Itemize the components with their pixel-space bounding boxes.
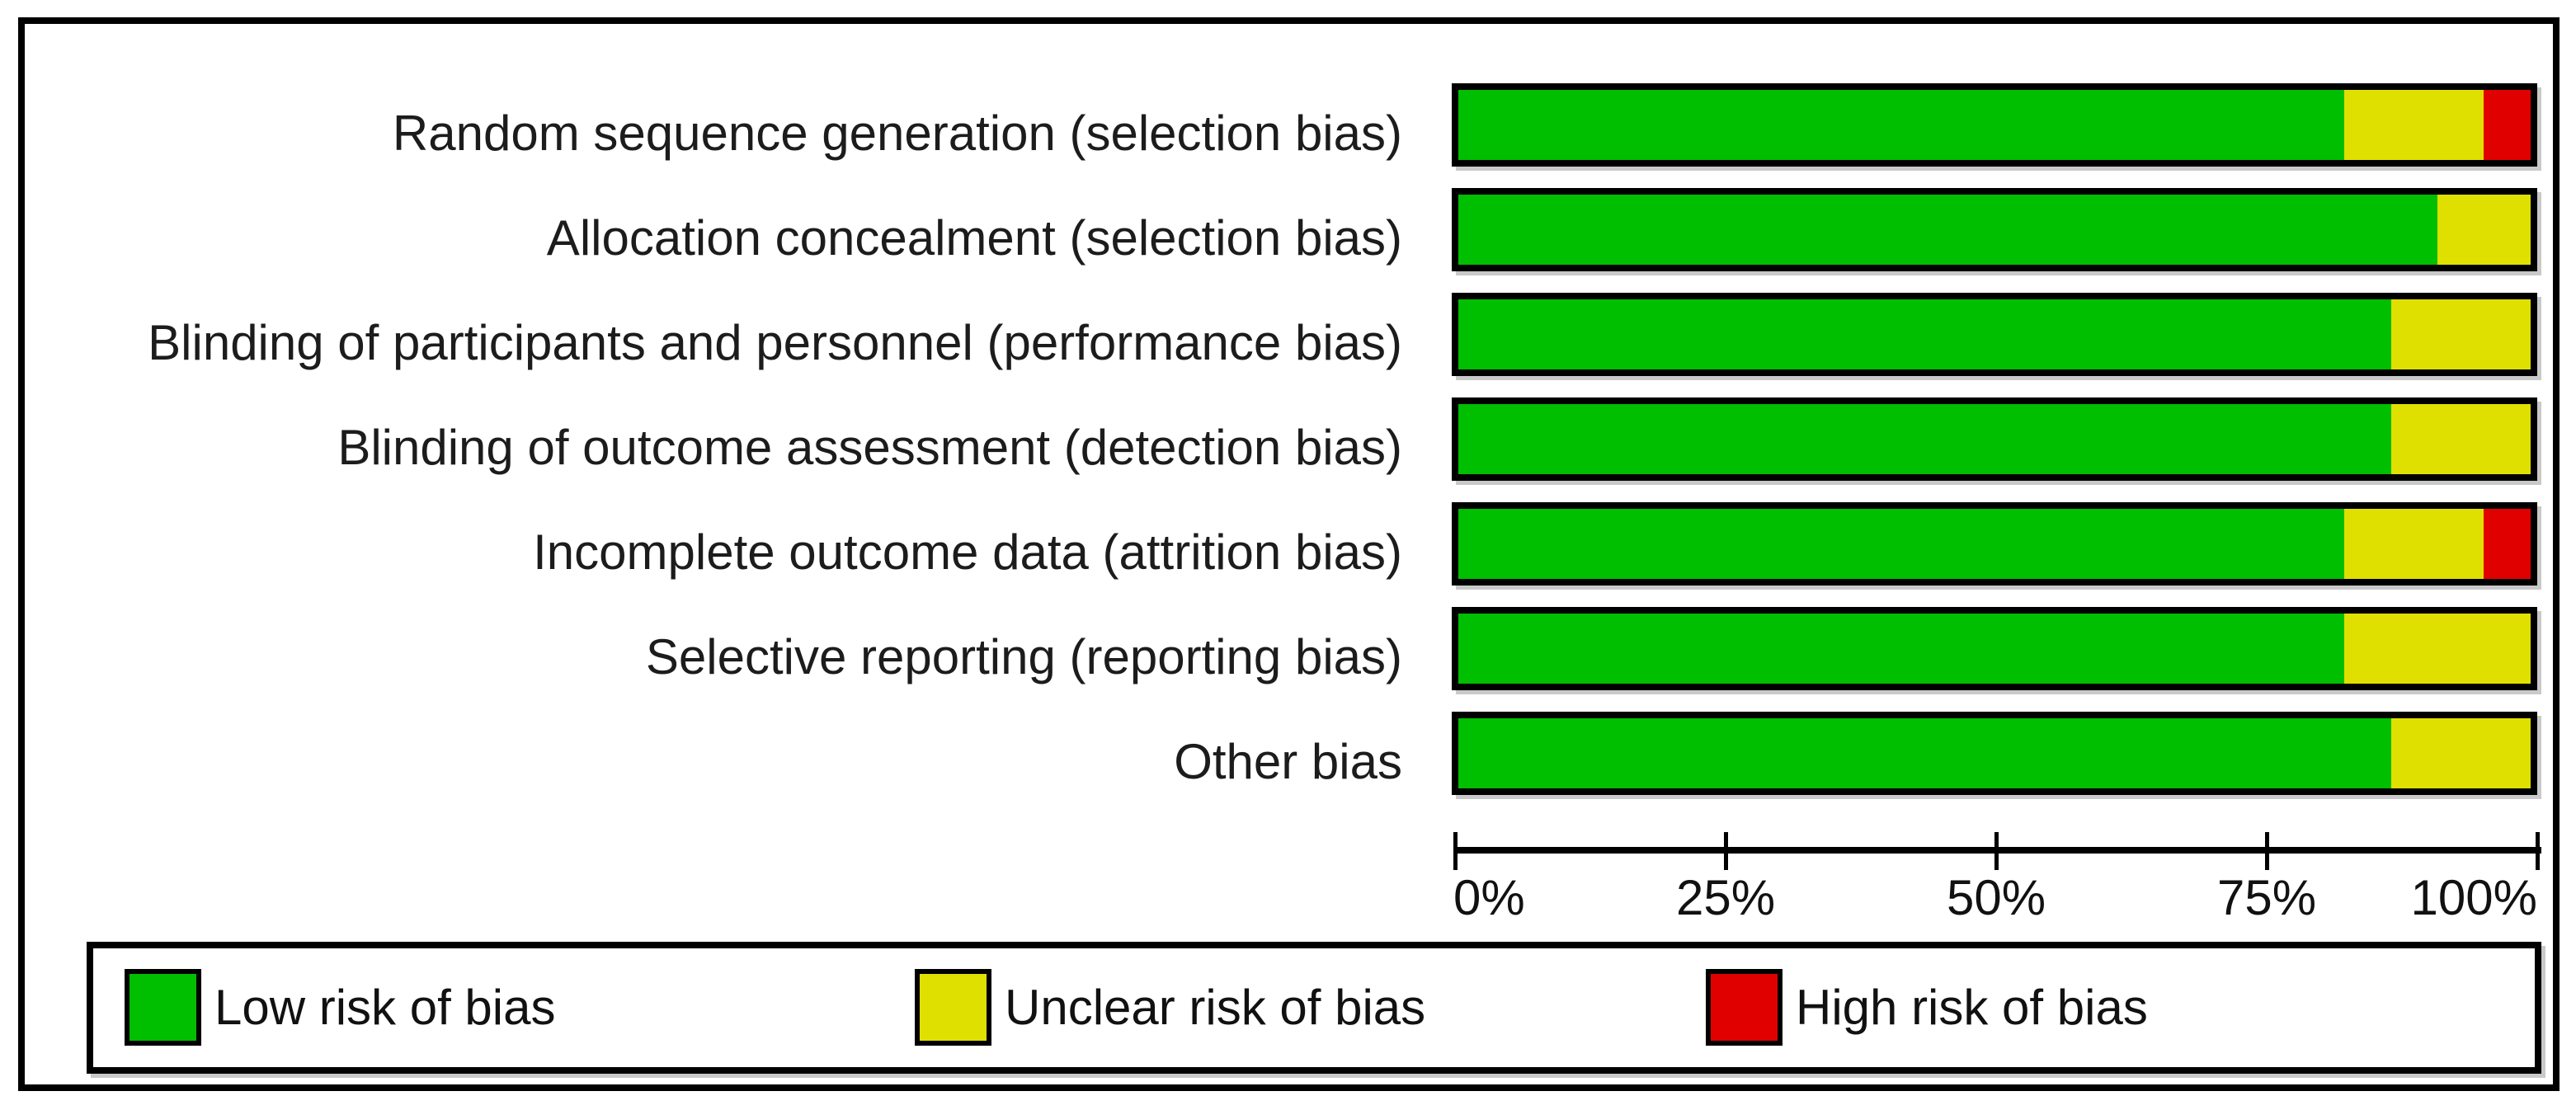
bar-segment-unclear — [2437, 195, 2531, 265]
bar-segment-unclear — [2391, 718, 2531, 788]
axis-tick-label: 0% — [1453, 870, 1525, 925]
axis-tick — [1724, 832, 1728, 870]
legend-color-swatch-low-icon — [125, 969, 201, 1046]
risk-domain-row: Selective reporting (reporting bias) — [25, 607, 2566, 690]
axis-tick — [2536, 832, 2540, 870]
risk-domain-row: Blinding of participants and personnel (… — [25, 293, 2566, 376]
figure-frame: Random sequence generation (selection bi… — [18, 17, 2560, 1091]
bar-segment-low — [1458, 404, 2391, 474]
axis-tick — [1994, 832, 1999, 870]
domain-label: Incomplete outcome data (attrition bias) — [533, 524, 1402, 580]
bar-segment-low — [1458, 718, 2391, 788]
axis-tick — [2265, 832, 2269, 870]
bar-segment-unclear — [2343, 90, 2484, 160]
legend-label: High risk of bias — [1796, 979, 2148, 1035]
legend-item: Unclear risk of bias — [915, 969, 1425, 1046]
stacked-bar — [1452, 188, 2537, 271]
axis-tick-label: 25% — [1675, 870, 1776, 925]
risk-domain-row: Random sequence generation (selection bi… — [25, 83, 2566, 167]
bar-segment-unclear — [2343, 509, 2484, 579]
domain-label: Other bias — [1174, 733, 1402, 789]
legend: Low risk of bias Unclear risk of bias High… — [87, 942, 2541, 1074]
bar-segment-unclear — [2391, 404, 2531, 474]
bar-segment-low — [1458, 299, 2391, 369]
bar-segment-unclear — [2391, 299, 2531, 369]
legend-color-swatch-high-icon — [1706, 969, 1782, 1046]
risk-domain-row: Allocation concealment (selection bias) — [25, 188, 2566, 271]
bar-segment-high — [2483, 90, 2530, 160]
legend-label: Low risk of bias — [214, 979, 556, 1035]
legend-label: Unclear risk of bias — [1005, 979, 1426, 1035]
risk-domain-row: Incomplete outcome data (attrition bias) — [25, 502, 2566, 586]
domain-label: Allocation concealment (selection bias) — [546, 209, 1402, 266]
bar-segment-high — [2483, 509, 2530, 579]
domain-label: Random sequence generation (selection bi… — [392, 105, 1402, 161]
stacked-bar — [1452, 607, 2537, 690]
bar-segment-low — [1458, 195, 2437, 265]
axis-tick-label: 75% — [2216, 870, 2317, 925]
stacked-bar — [1452, 502, 2537, 586]
risk-domain-row: Other bias — [25, 712, 2566, 795]
legend-color-swatch-unclear-icon — [915, 969, 991, 1046]
stacked-bar — [1452, 83, 2537, 167]
bar-segment-unclear — [2343, 614, 2531, 684]
legend-item: High risk of bias — [1706, 969, 2148, 1046]
stacked-bar — [1452, 712, 2537, 795]
bar-segment-low — [1458, 509, 2344, 579]
stacked-bar — [1452, 293, 2537, 376]
risk-domain-row: Blinding of outcome assessment (detectio… — [25, 397, 2566, 481]
bar-segment-low — [1458, 614, 2344, 684]
domain-label: Blinding of participants and personnel (… — [148, 314, 1402, 370]
domain-label: Blinding of outcome assessment (detectio… — [337, 419, 1402, 475]
axis-tick-label: 100% — [2410, 870, 2537, 925]
axis-tick-label: 50% — [1946, 870, 2046, 925]
legend-item: Low risk of bias — [125, 969, 556, 1046]
bar-segment-low — [1458, 90, 2344, 160]
axis-tick — [1453, 832, 1458, 870]
stacked-bar — [1452, 397, 2537, 481]
domain-label: Selective reporting (reporting bias) — [645, 628, 1402, 684]
